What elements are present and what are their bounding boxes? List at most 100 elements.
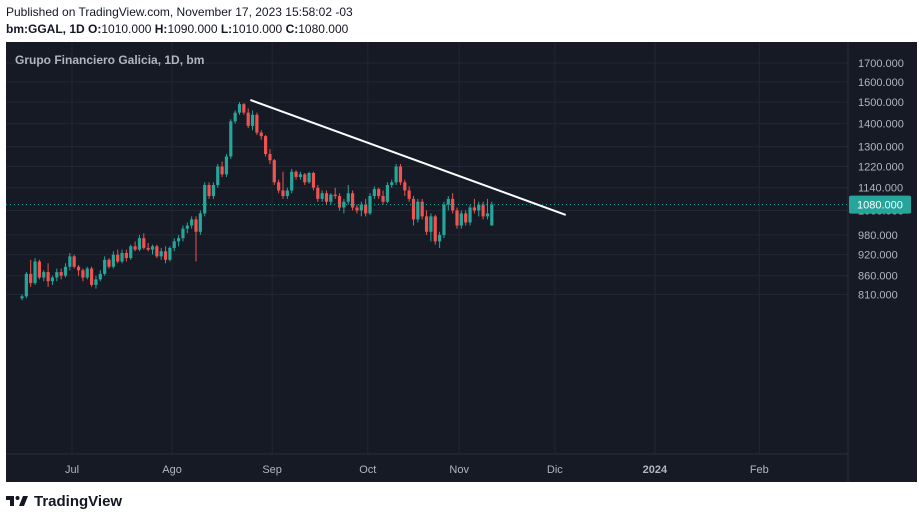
candle-body[interactable] — [372, 189, 376, 197]
candle-body[interactable] — [298, 174, 302, 177]
candle-body[interactable] — [324, 193, 329, 202]
candle-body[interactable] — [68, 256, 72, 267]
price-chart[interactable]: Grupo Financiero Galicia, 1D, bm 1700.000… — [6, 42, 917, 482]
candle-body[interactable] — [346, 193, 350, 202]
trendline[interactable] — [250, 99, 567, 216]
candle-body[interactable] — [285, 190, 289, 197]
candle-body[interactable] — [307, 173, 311, 183]
candle-body[interactable] — [163, 251, 168, 260]
candle-body[interactable] — [111, 254, 115, 267]
candle-body[interactable] — [198, 213, 202, 232]
candle-body[interactable] — [481, 204, 485, 217]
candle-body[interactable] — [50, 277, 55, 282]
candle-body[interactable] — [290, 171, 294, 191]
candle-body[interactable] — [168, 247, 172, 260]
candle-body[interactable] — [468, 207, 472, 223]
candle-body[interactable] — [316, 187, 320, 199]
candle-body[interactable] — [420, 201, 424, 217]
candle-body[interactable] — [477, 204, 481, 211]
candle-body[interactable] — [190, 219, 194, 226]
candle-body[interactable] — [424, 216, 429, 232]
candle-body[interactable] — [76, 266, 81, 271]
candle-body[interactable] — [281, 190, 285, 197]
tradingview-footer[interactable]: TradingView — [6, 490, 122, 512]
candle-body[interactable] — [246, 112, 250, 126]
candle-body[interactable] — [446, 198, 450, 205]
candle-body[interactable] — [442, 204, 446, 235]
candle-body[interactable] — [211, 185, 215, 197]
candle-body[interactable] — [203, 185, 207, 214]
candle-body[interactable] — [81, 270, 85, 278]
candle-body[interactable] — [429, 216, 433, 232]
candle-body[interactable] — [181, 228, 185, 239]
chart-panel[interactable]: Grupo Financiero Galicia, 1D, bm 1700.000… — [6, 42, 917, 482]
candle-body[interactable] — [20, 296, 24, 299]
candle-body[interactable] — [137, 238, 142, 250]
candle-body[interactable] — [216, 166, 220, 186]
candle-body[interactable] — [172, 241, 176, 248]
candle-body[interactable] — [55, 272, 59, 278]
candle-body[interactable] — [394, 166, 398, 183]
candle-body[interactable] — [485, 213, 490, 217]
candle-body[interactable] — [233, 112, 237, 122]
candle-body[interactable] — [229, 121, 233, 157]
candle-body[interactable] — [237, 104, 242, 113]
candle-body[interactable] — [264, 136, 268, 155]
candle-body[interactable] — [438, 234, 442, 242]
candle-body[interactable] — [150, 246, 155, 250]
candle-body[interactable] — [364, 204, 368, 214]
candle-body[interactable] — [224, 156, 229, 175]
candle-body[interactable] — [194, 219, 198, 232]
candle-body[interactable] — [72, 256, 76, 267]
candle-body[interactable] — [159, 251, 163, 257]
candle-body[interactable] — [37, 261, 41, 278]
candle-body[interactable] — [220, 166, 224, 175]
candle-body[interactable] — [98, 273, 102, 280]
candle-body[interactable] — [490, 204, 494, 226]
candle-body[interactable] — [242, 104, 246, 113]
candle-body[interactable] — [459, 213, 463, 226]
candle-body[interactable] — [329, 194, 333, 202]
candle-body[interactable] — [207, 185, 211, 197]
candle-body[interactable] — [403, 182, 407, 191]
candle-body[interactable] — [407, 190, 411, 199]
candle-body[interactable] — [120, 252, 124, 262]
candle-body[interactable] — [255, 114, 259, 133]
candle-body[interactable] — [416, 201, 420, 220]
candle-body[interactable] — [116, 254, 120, 262]
candle-body[interactable] — [29, 273, 33, 284]
candle-body[interactable] — [33, 261, 37, 284]
candle-body[interactable] — [355, 207, 359, 211]
candle-body[interactable] — [411, 198, 416, 220]
candle-body[interactable] — [320, 193, 324, 199]
candle-body[interactable] — [398, 166, 403, 183]
candle-body[interactable] — [124, 252, 128, 259]
candle-body[interactable] — [42, 272, 46, 278]
candle-body[interactable] — [24, 273, 28, 297]
candle-body[interactable] — [464, 213, 468, 223]
candle-body[interactable] — [250, 114, 255, 126]
candle-body[interactable] — [451, 198, 455, 211]
candle-body[interactable] — [381, 196, 385, 202]
candle-body[interactable] — [294, 171, 298, 177]
candle-body[interactable] — [177, 238, 181, 242]
candle-body[interactable] — [103, 259, 107, 274]
candle-body[interactable] — [311, 173, 316, 188]
candle-body[interactable] — [94, 279, 98, 285]
candle-body[interactable] — [129, 246, 133, 259]
candle-body[interactable] — [433, 216, 437, 242]
candle-body[interactable] — [259, 132, 263, 137]
candle-body[interactable] — [277, 182, 281, 191]
candle-body[interactable] — [185, 225, 189, 229]
candle-body[interactable] — [146, 247, 150, 250]
candle-body[interactable] — [455, 210, 459, 226]
candle-body[interactable] — [63, 266, 68, 276]
candle-body[interactable] — [46, 272, 50, 282]
candle-body[interactable] — [272, 160, 276, 183]
candle-body[interactable] — [377, 189, 381, 197]
candle-body[interactable] — [303, 174, 307, 183]
candle-body[interactable] — [59, 272, 63, 276]
candle-body[interactable] — [90, 268, 94, 285]
candle-body[interactable] — [133, 246, 137, 250]
candle-body[interactable] — [268, 154, 272, 161]
